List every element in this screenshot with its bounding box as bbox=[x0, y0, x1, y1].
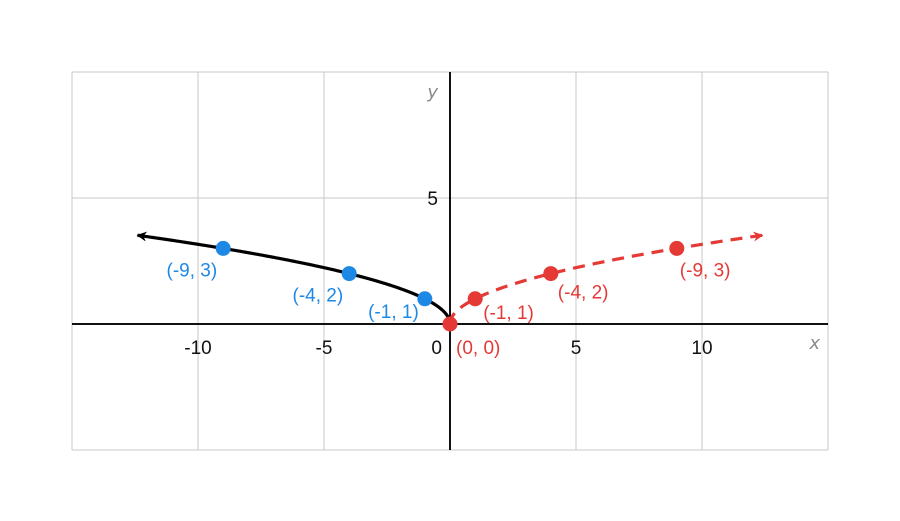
y-tick-label: 5 bbox=[427, 189, 438, 210]
y-axis-label: y bbox=[426, 82, 438, 103]
original-curve bbox=[136, 231, 452, 325]
point-label: (-9, 3) bbox=[680, 260, 731, 281]
point-label: (-1, 1) bbox=[368, 302, 419, 323]
data-point bbox=[341, 266, 357, 282]
data-point bbox=[543, 266, 559, 282]
data-point bbox=[442, 316, 458, 332]
curves bbox=[136, 231, 764, 325]
x-tick-label: -5 bbox=[316, 338, 333, 359]
x-axis-label: x bbox=[808, 333, 820, 354]
point-label: (-9, 3) bbox=[167, 260, 218, 281]
point-label: (-1, 1) bbox=[483, 303, 534, 324]
tick-labels: -10 -5 0 5 10 5 bbox=[184, 189, 712, 359]
data-point bbox=[417, 291, 433, 307]
x-tick-label: 0 bbox=[431, 338, 442, 359]
data-point bbox=[467, 291, 483, 307]
data-point bbox=[669, 240, 685, 256]
data-points bbox=[215, 240, 685, 332]
data-point bbox=[215, 240, 231, 256]
point-label: (-4, 2) bbox=[558, 283, 609, 304]
x-tick-label: 5 bbox=[571, 338, 582, 359]
point-label: (-4, 2) bbox=[293, 286, 344, 307]
point-labels: (-9, 3) (-4, 2) (-1, 1) (0, 0) (-1, 1) (-4, 2… bbox=[167, 260, 731, 359]
x-tick-label: -10 bbox=[184, 338, 211, 359]
point-label: (0, 0) bbox=[456, 338, 500, 359]
x-tick-label: 10 bbox=[691, 338, 712, 359]
